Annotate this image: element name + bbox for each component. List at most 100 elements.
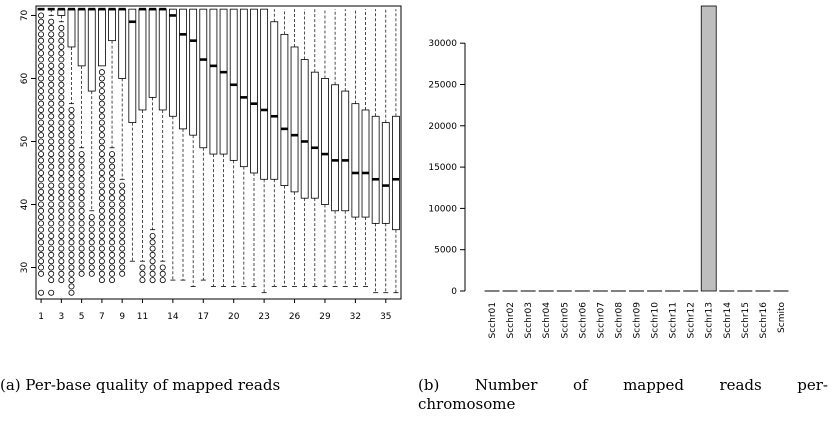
outlier-point <box>78 245 85 252</box>
caption-b-word: mapped <box>623 376 684 394</box>
outlier-point <box>48 151 55 158</box>
outlier-point <box>38 94 45 101</box>
outlier-point <box>109 239 116 246</box>
outlier-point <box>98 119 105 126</box>
outlier-point <box>68 106 75 113</box>
category-label: Scchr09 <box>633 302 643 339</box>
x-tick-label: 29 <box>319 312 331 322</box>
outlier-point <box>48 113 55 120</box>
outlier-point <box>38 50 45 57</box>
outlier-point <box>78 182 85 189</box>
outlier-point <box>119 201 126 208</box>
outlier-point <box>98 207 105 214</box>
category-label: Scchr05 <box>560 302 570 338</box>
outlier-point <box>48 169 55 176</box>
outlier-point <box>78 188 85 195</box>
outlier-point <box>68 195 75 202</box>
outlier-point <box>38 37 45 44</box>
y-tick-label: 70 <box>20 9 30 21</box>
box <box>361 109 370 218</box>
outlier-point <box>58 144 65 151</box>
outlier-point <box>149 264 156 271</box>
y-tick-label: 50 <box>20 135 30 147</box>
outlier-point <box>78 151 85 158</box>
outlier-point <box>38 182 45 189</box>
outlier-point <box>38 201 45 208</box>
box <box>219 8 228 155</box>
box <box>148 8 157 98</box>
outlier-point <box>58 277 65 284</box>
outlier-point <box>78 264 85 271</box>
outlier-point <box>98 69 105 76</box>
outlier-point <box>58 138 65 145</box>
outlier-point <box>98 94 105 101</box>
outlier-point <box>48 220 55 227</box>
outlier-point <box>109 232 116 239</box>
outlier-point <box>48 69 55 76</box>
outlier-point <box>58 132 65 139</box>
outlier-point <box>119 251 126 258</box>
outlier-point <box>78 157 85 164</box>
outlier-point <box>98 138 105 145</box>
outlier-point <box>119 264 126 271</box>
outlier-point <box>38 251 45 258</box>
outlier-point <box>68 245 75 252</box>
outlier-point <box>119 270 126 277</box>
outlier-point <box>68 289 75 296</box>
box <box>280 33 289 186</box>
outlier-point <box>68 176 75 183</box>
outlier-point <box>119 232 126 239</box>
outlier-point <box>88 220 95 227</box>
outlier-point <box>68 144 75 151</box>
outlier-point <box>109 214 116 221</box>
outlier-point <box>38 144 45 151</box>
outlier-point <box>38 106 45 113</box>
outlier-point <box>88 264 95 271</box>
outlier-point <box>78 163 85 170</box>
outlier-point <box>139 277 146 284</box>
category-label: Scchr11 <box>669 302 679 338</box>
outlier-point <box>78 214 85 221</box>
x-tick-label: 1 <box>38 312 44 322</box>
outlier-point <box>48 258 55 265</box>
outlier-point <box>98 201 105 208</box>
outlier-point <box>38 157 45 164</box>
outlier-point <box>98 258 105 265</box>
outlier-point <box>58 157 65 164</box>
outlier-point <box>68 201 75 208</box>
outlier-point <box>48 214 55 221</box>
box <box>290 46 299 193</box>
outlier-point <box>58 62 65 69</box>
box <box>381 122 390 224</box>
outlier-point <box>38 100 45 107</box>
outlier-point <box>88 270 95 277</box>
outlier-point <box>38 176 45 183</box>
outlier-point <box>38 88 45 95</box>
outlier-point <box>48 163 55 170</box>
outlier-point <box>98 81 105 88</box>
outlier-point <box>48 207 55 214</box>
outlier-point <box>119 258 126 265</box>
outlier-point <box>58 25 65 32</box>
category-label: Scchr04 <box>542 302 552 339</box>
outlier-point <box>48 50 55 57</box>
outlier-point <box>58 188 65 195</box>
outlier-point <box>149 245 156 252</box>
box <box>87 8 96 92</box>
outlier-point <box>58 56 65 63</box>
outlier-point <box>68 270 75 277</box>
outlier-point <box>48 226 55 233</box>
outlier-point <box>98 144 105 151</box>
outlier-point <box>68 151 75 158</box>
caption-b-word: of <box>572 376 588 394</box>
y-tick-label: 15000 <box>428 163 457 173</box>
outlier-point <box>48 195 55 202</box>
outlier-point <box>68 163 75 170</box>
category-label: Scchr16 <box>759 302 769 339</box>
category-label: Scchr12 <box>687 302 697 338</box>
outlier-point <box>68 214 75 221</box>
plot-b-y-axis: 0 5000 10000 15000 20000 25000 30000 <box>428 39 466 297</box>
outlier-point <box>48 25 55 32</box>
outlier-point <box>38 169 45 176</box>
outlier-point <box>109 169 116 176</box>
